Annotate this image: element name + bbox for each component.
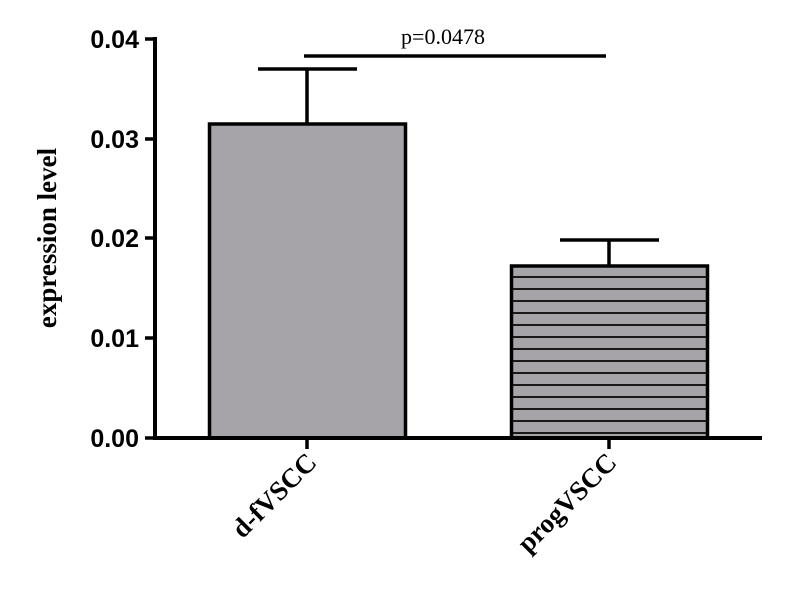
x-category-label-d-fvscc: d-fVSCC [226, 447, 323, 544]
y-tick-label: 0.03 [90, 126, 139, 154]
y-tick-label: 0.02 [90, 225, 139, 253]
bar-d-fvscc [207, 67, 408, 440]
y-tick-label: 0.00 [90, 425, 139, 453]
y-tick-label: 0.04 [90, 26, 139, 54]
y-tick-label: 0.01 [90, 325, 139, 353]
p-value-label: p=0.0478 [401, 24, 485, 49]
y-axis-title: expression level [32, 147, 62, 328]
bar-progvscc [509, 238, 710, 440]
significance-bracket: p=0.0478 [304, 24, 606, 58]
x-axis [153, 436, 762, 449]
x-category-label-progvscc: progVSCC [511, 447, 622, 558]
y-axis: 0.04 0.03 0.02 0.01 0.00 [90, 26, 157, 453]
